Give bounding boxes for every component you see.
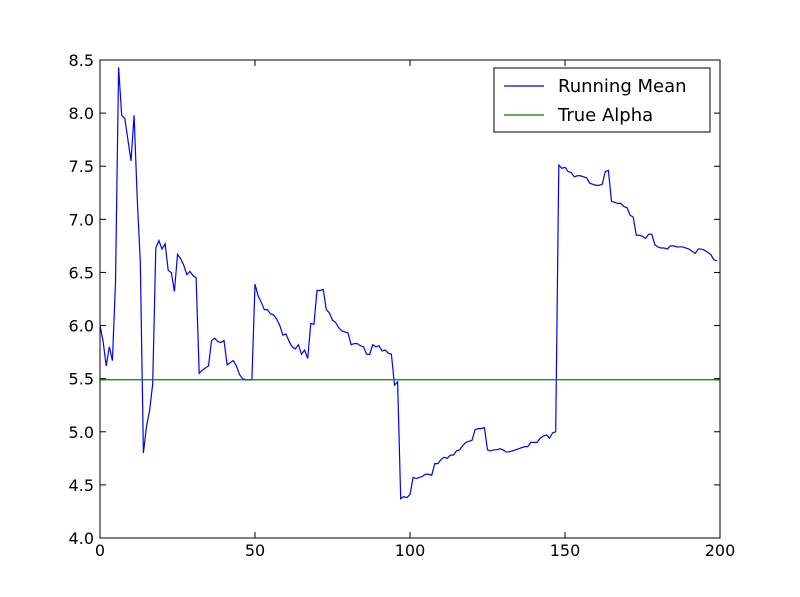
legend-label: Running Mean bbox=[558, 76, 687, 97]
y-tick-label: 5.0 bbox=[69, 423, 94, 442]
x-tick-label: 200 bbox=[705, 541, 736, 560]
plot-area bbox=[100, 60, 720, 538]
line bbox=[99, 67, 718, 500]
y-tick-label: 8.5 bbox=[69, 51, 94, 70]
y-tick-label: 6.5 bbox=[69, 263, 94, 282]
x-tick-label: 100 bbox=[395, 541, 426, 560]
y-tick-label: 7.0 bbox=[69, 210, 94, 229]
x-tick-label: 150 bbox=[550, 541, 581, 560]
y-tick-label: 6.0 bbox=[69, 317, 94, 336]
y-tick-label: 8.0 bbox=[69, 104, 94, 123]
y-tick-label: 4.0 bbox=[69, 529, 94, 548]
y-tick-label: 7.5 bbox=[69, 157, 94, 176]
x-tick-label: 50 bbox=[245, 541, 265, 560]
x-tick-label: 0 bbox=[95, 541, 105, 560]
legend-label: True Alpha bbox=[557, 105, 653, 126]
y-tick-label: 4.5 bbox=[69, 476, 94, 495]
y-tick-label: 5.5 bbox=[69, 370, 94, 389]
legend bbox=[493, 67, 711, 133]
